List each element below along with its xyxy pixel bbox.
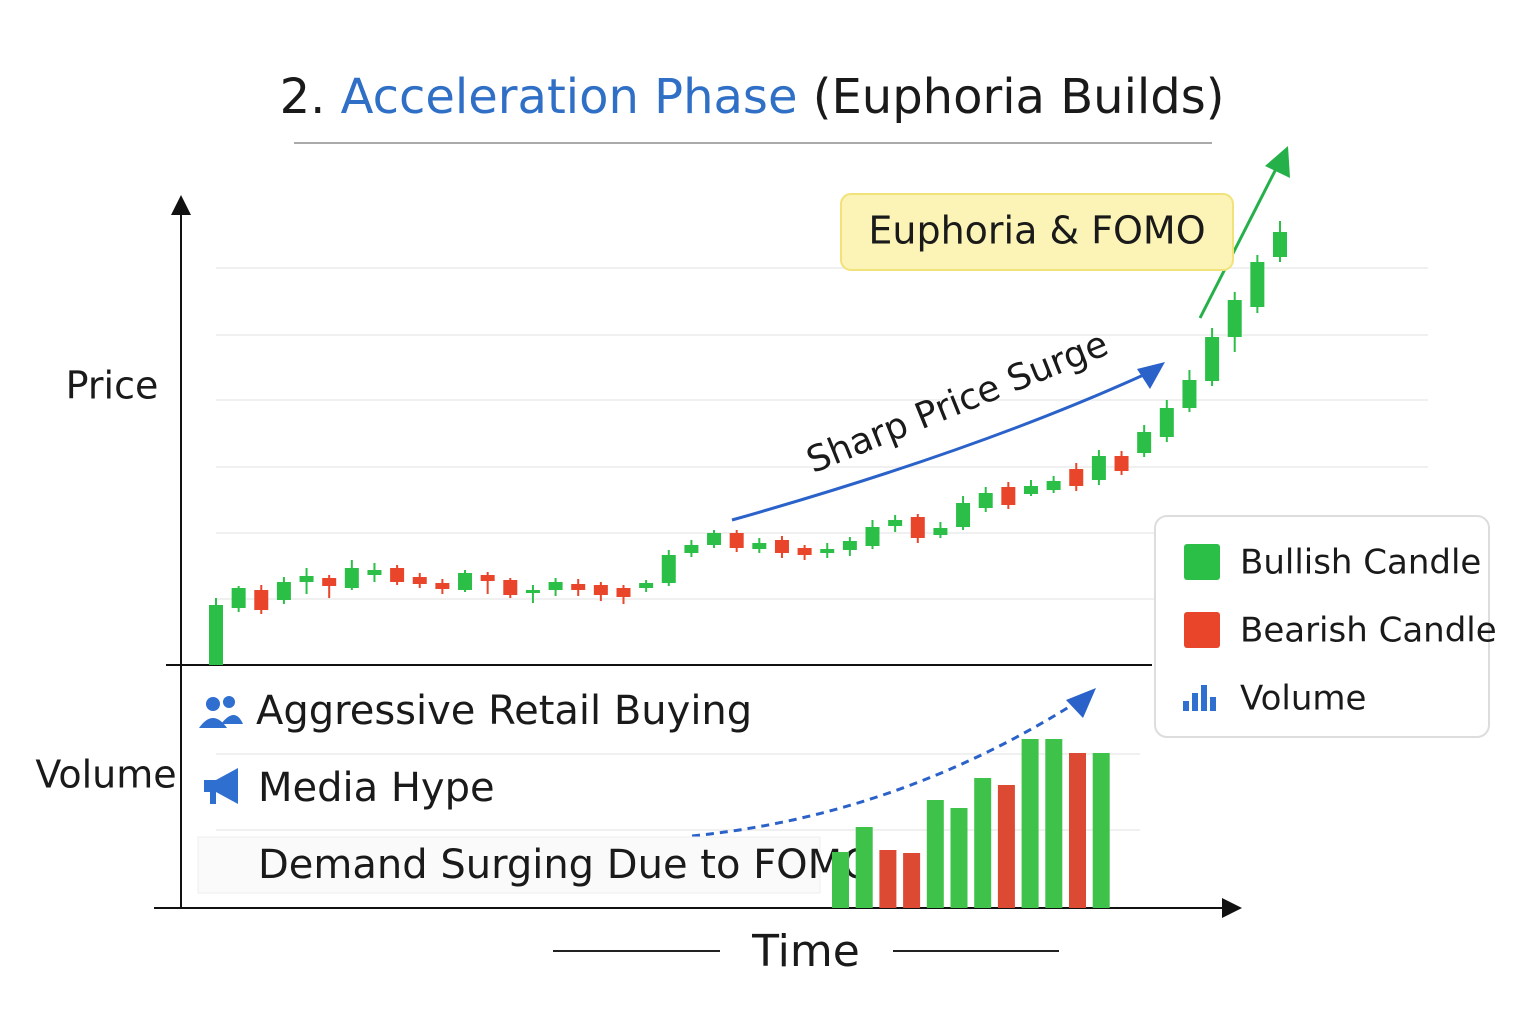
candle-body: [1227, 300, 1242, 337]
candle-body: [684, 545, 699, 553]
candle-body: [956, 503, 971, 527]
volume-bar: [879, 850, 897, 908]
legend-swatch: [1184, 612, 1220, 648]
candle-body: [729, 533, 744, 548]
volume-bar: [1092, 753, 1110, 908]
y-label: Price: [66, 364, 159, 408]
candle-body: [1114, 456, 1129, 471]
candle-body: [276, 582, 291, 600]
candle-body: [412, 577, 427, 584]
volume-bar: [1069, 753, 1086, 908]
legend-label: Bullish Candle: [1240, 543, 1481, 583]
candle-body: [842, 541, 857, 550]
candle-body: [661, 555, 676, 583]
volume-bar: [1045, 739, 1063, 908]
candle-body: [1023, 486, 1038, 494]
candle-body: [865, 527, 880, 546]
callout-label: Euphoria & FOMO: [868, 209, 1205, 253]
surge-arrowhead: [1265, 146, 1290, 178]
candle-body: [639, 583, 654, 588]
candle-body: [1159, 408, 1174, 437]
candle-body: [978, 493, 993, 508]
candle-body: [525, 590, 540, 593]
candles: [209, 221, 1287, 665]
candle-body: [322, 578, 337, 586]
candle-body: [435, 583, 450, 589]
legend-label: Bearish Candle: [1240, 611, 1497, 651]
trend-label: Sharp Price Surge: [801, 323, 1114, 481]
legend-swatch: [1184, 544, 1220, 580]
volume-bar: [903, 853, 921, 908]
candle-body: [1273, 232, 1287, 257]
chart-title: 2. Acceleration Phase (Euphoria Builds): [280, 69, 1225, 125]
candle-body: [1046, 481, 1061, 490]
legend: [1154, 515, 1490, 738]
candle-body: [797, 548, 812, 555]
volume-bar: [855, 827, 873, 908]
legend-swatch: [1201, 685, 1207, 711]
candle-body: [480, 575, 495, 581]
volume-bar: [832, 852, 849, 908]
candle-body: [774, 540, 789, 553]
candle-body: [933, 528, 948, 535]
candle-body: [1250, 262, 1265, 307]
candle-body: [503, 580, 518, 595]
trend-arrow: [731, 370, 1151, 522]
bullet: Aggressive Retail Buying: [256, 688, 752, 734]
bullet-box: [197, 836, 821, 894]
legend-swatch: [1183, 701, 1189, 711]
volume-bar: [997, 785, 1015, 908]
candle-body: [548, 582, 563, 590]
bullet: Media Hype: [258, 765, 495, 811]
candle-body: [1182, 380, 1197, 408]
candle-body: [616, 588, 631, 597]
candle-body: [458, 573, 473, 590]
legend-swatch: [1192, 693, 1198, 711]
bullet: Demand Surging Due to FOMO: [258, 842, 874, 888]
volume-bars: [832, 739, 1110, 908]
legend-items: Bullish Candle Bearish Candle Volume: [1183, 543, 1497, 719]
trend-arrowhead: [1137, 362, 1165, 389]
volume-bar: [926, 800, 944, 908]
candle-body: [1001, 487, 1016, 505]
candle-body: [752, 543, 767, 549]
volume-bar: [974, 778, 992, 908]
legend-label: Volume: [1240, 679, 1366, 719]
candle-body: [209, 605, 223, 665]
x-label: Time: [751, 926, 860, 977]
candle-body: [820, 549, 835, 553]
candle-body: [707, 533, 722, 545]
candle-body: [1069, 469, 1084, 486]
volume-bar: [950, 808, 968, 908]
candle-body: [367, 570, 382, 575]
y2-label: Volume: [35, 753, 176, 797]
candle-body: [1137, 432, 1152, 453]
candle-body: [593, 585, 608, 595]
candle-body: [888, 520, 903, 526]
candle-body: [390, 568, 405, 582]
candle-body: [1091, 456, 1106, 480]
volume-arrow: [691, 698, 1081, 838]
candle-body: [254, 590, 269, 610]
candle-body: [910, 517, 925, 538]
candle-body: [344, 568, 359, 588]
candle-body: [1205, 337, 1220, 381]
legend-swatch: [1210, 697, 1216, 711]
grid: [216, 267, 1428, 831]
volume-arrowhead: [1066, 688, 1096, 718]
candle-body: [299, 576, 314, 582]
callout-box: [840, 193, 1234, 271]
candle-body: [571, 584, 586, 590]
volume-bar: [1021, 739, 1039, 908]
surge-arrow: [1198, 164, 1280, 319]
candle-body: [231, 588, 246, 608]
